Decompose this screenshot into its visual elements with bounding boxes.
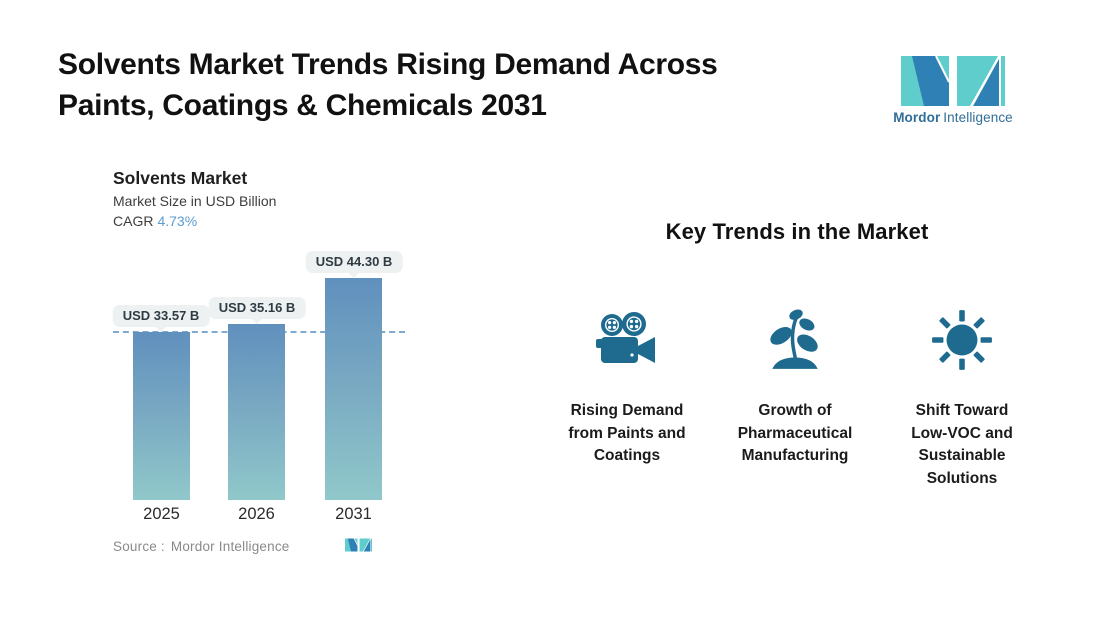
sun-icon <box>901 303 1023 377</box>
axis-label-2025: 2025 <box>143 505 180 523</box>
plant-sprout-icon <box>720 303 870 377</box>
page-title-line2: Paints, Coatings & Chemicals 2031 <box>58 89 547 122</box>
chart-cagr: CAGR 4.73% <box>113 213 197 229</box>
trend-label-sustainable: Shift Toward Low-VOC and Sustainable Sol… <box>911 402 1013 487</box>
cagr-value: 4.73% <box>157 213 198 229</box>
trend-item-pharma: Growth of Pharmaceutical Manufacturing <box>720 303 870 468</box>
bar-2025 <box>133 332 190 500</box>
trend-label-paints-coatings: Rising Demand from Paints and Coatings <box>568 402 686 464</box>
value-label-2026: USD 35.16 B <box>208 297 306 319</box>
source-value: Mordor Intelligence <box>170 539 290 554</box>
trend-item-sustainable: Shift Toward Low-VOC and Sustainable Sol… <box>901 303 1023 490</box>
brand-logo: Mordor Intelligence <box>889 56 1017 125</box>
source-label: Source : <box>113 539 165 554</box>
cagr-label: CAGR <box>113 213 154 229</box>
brand-name-bold: Mordor <box>893 110 941 125</box>
mordor-intelligence-logo-icon <box>901 56 1005 106</box>
axis-label-2026: 2026 <box>238 505 275 523</box>
key-trends-heading: Key Trends in the Market <box>665 219 929 244</box>
source-attribution: Source : Mordor Intelligence <box>113 539 290 554</box>
page-title-line1: Solvents Market Trends Rising Demand Acr… <box>58 48 718 81</box>
page-title: Solvents Market Trends Rising Demand Acr… <box>58 44 838 126</box>
bar-2026 <box>228 324 285 500</box>
chart-subtitle: Market Size in USD Billion <box>113 193 277 209</box>
axis-label-2031: 2031 <box>335 505 372 523</box>
trend-label-pharma: Growth of Pharmaceutical Manufacturing <box>737 402 853 464</box>
mordor-intelligence-mini-logo-icon <box>345 538 372 552</box>
movie-camera-icon <box>557 303 697 377</box>
brand-wordmark: Mordor Intelligence <box>889 110 1017 125</box>
value-label-2025: USD 33.57 B <box>112 305 210 327</box>
trend-item-paints-coatings: Rising Demand from Paints and Coatings <box>557 303 697 468</box>
bar-2031 <box>325 278 382 500</box>
brand-name-regular: Intelligence <box>943 110 1013 125</box>
value-label-2031: USD 44.30 B <box>305 251 403 273</box>
chart-title: Solvents Market <box>113 168 248 188</box>
